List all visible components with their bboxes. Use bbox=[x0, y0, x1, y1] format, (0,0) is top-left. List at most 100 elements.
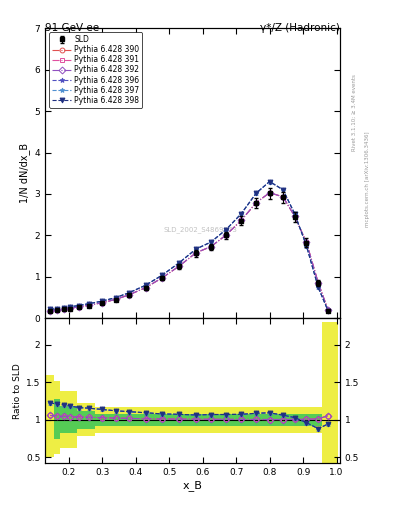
Pythia 6.428 391 bbox=[254, 200, 259, 206]
Pythia 6.428 391 bbox=[100, 300, 105, 306]
Pythia 6.428 392 bbox=[281, 194, 285, 200]
Pythia 6.428 392 bbox=[224, 232, 228, 238]
Pythia 6.428 392 bbox=[316, 280, 321, 286]
Pythia 6.428 391 bbox=[113, 296, 118, 303]
Pythia 6.428 390 bbox=[177, 263, 182, 269]
Pythia 6.428 397 bbox=[239, 211, 244, 217]
Pythia 6.428 398 bbox=[316, 284, 321, 290]
Pythia 6.428 392 bbox=[194, 250, 198, 256]
Pythia 6.428 398 bbox=[239, 211, 244, 217]
Pythia 6.428 396 bbox=[224, 226, 228, 232]
Pythia 6.428 397 bbox=[281, 187, 285, 193]
Line: Pythia 6.428 397: Pythia 6.428 397 bbox=[48, 179, 331, 314]
Pythia 6.428 398 bbox=[61, 305, 66, 311]
Pythia 6.428 392 bbox=[239, 218, 244, 224]
Pythia 6.428 390 bbox=[292, 214, 297, 220]
Pythia 6.428 398 bbox=[113, 294, 118, 301]
Pythia 6.428 390 bbox=[143, 285, 148, 291]
Pythia 6.428 391 bbox=[224, 232, 228, 238]
Pythia 6.428 398 bbox=[100, 298, 105, 304]
Pythia 6.428 396 bbox=[86, 301, 91, 307]
Pythia 6.428 398 bbox=[143, 282, 148, 288]
Pythia 6.428 390 bbox=[209, 244, 213, 250]
Pythia 6.428 392 bbox=[209, 244, 213, 250]
Text: SLD_2002_S4869273: SLD_2002_S4869273 bbox=[163, 226, 237, 233]
Pythia 6.428 397 bbox=[55, 306, 59, 312]
Pythia 6.428 391 bbox=[177, 263, 182, 269]
Pythia 6.428 396 bbox=[316, 284, 321, 290]
Pythia 6.428 397 bbox=[194, 246, 198, 252]
Pythia 6.428 396 bbox=[239, 211, 244, 217]
Pythia 6.428 396 bbox=[48, 306, 53, 312]
Pythia 6.428 397 bbox=[254, 190, 259, 196]
Pythia 6.428 396 bbox=[68, 304, 73, 310]
Pythia 6.428 396 bbox=[55, 306, 59, 312]
Pythia 6.428 390 bbox=[100, 300, 105, 306]
Pythia 6.428 397 bbox=[224, 226, 228, 232]
Pythia 6.428 397 bbox=[86, 301, 91, 307]
Pythia 6.428 396 bbox=[209, 239, 213, 245]
Pythia 6.428 398 bbox=[55, 306, 59, 312]
Pythia 6.428 391 bbox=[281, 194, 285, 200]
Pythia 6.428 392 bbox=[68, 305, 73, 311]
Line: Pythia 6.428 392: Pythia 6.428 392 bbox=[48, 190, 331, 313]
Pythia 6.428 390 bbox=[254, 200, 259, 206]
Pythia 6.428 398 bbox=[267, 179, 272, 185]
Pythia 6.428 398 bbox=[86, 301, 91, 307]
Pythia 6.428 390 bbox=[127, 292, 131, 298]
Pythia 6.428 391 bbox=[160, 274, 165, 281]
Pythia 6.428 392 bbox=[292, 214, 297, 220]
Pythia 6.428 391 bbox=[61, 306, 66, 312]
Pythia 6.428 391 bbox=[143, 285, 148, 291]
Pythia 6.428 390 bbox=[86, 302, 91, 308]
Pythia 6.428 391 bbox=[86, 302, 91, 308]
Pythia 6.428 392 bbox=[254, 200, 259, 206]
Pythia 6.428 396 bbox=[76, 303, 81, 309]
Pythia 6.428 398 bbox=[194, 246, 198, 252]
Line: Pythia 6.428 391: Pythia 6.428 391 bbox=[48, 190, 331, 313]
Pythia 6.428 392 bbox=[100, 300, 105, 306]
Text: Rivet 3.1.10; ≥ 3.4M events: Rivet 3.1.10; ≥ 3.4M events bbox=[352, 74, 357, 151]
Pythia 6.428 397 bbox=[160, 272, 165, 278]
Pythia 6.428 398 bbox=[254, 190, 259, 196]
Pythia 6.428 396 bbox=[267, 179, 272, 185]
Pythia 6.428 390 bbox=[316, 280, 321, 286]
Pythia 6.428 392 bbox=[326, 307, 331, 313]
Pythia 6.428 390 bbox=[281, 194, 285, 200]
Pythia 6.428 398 bbox=[209, 239, 213, 245]
Pythia 6.428 396 bbox=[160, 272, 165, 278]
Pythia 6.428 397 bbox=[143, 282, 148, 288]
Pythia 6.428 396 bbox=[292, 211, 297, 217]
Line: Pythia 6.428 390: Pythia 6.428 390 bbox=[48, 190, 331, 313]
Text: 91 GeV ee: 91 GeV ee bbox=[45, 23, 99, 33]
Pythia 6.428 392 bbox=[267, 189, 272, 196]
Pythia 6.428 392 bbox=[127, 292, 131, 298]
Pythia 6.428 398 bbox=[326, 308, 331, 314]
Y-axis label: Ratio to SLD: Ratio to SLD bbox=[13, 363, 22, 419]
Pythia 6.428 398 bbox=[127, 290, 131, 296]
Pythia 6.428 397 bbox=[127, 290, 131, 296]
Pythia 6.428 390 bbox=[194, 250, 198, 256]
Pythia 6.428 396 bbox=[61, 305, 66, 311]
Pythia 6.428 391 bbox=[68, 305, 73, 311]
Y-axis label: 1/N dN/dx_B: 1/N dN/dx_B bbox=[20, 143, 30, 203]
Pythia 6.428 391 bbox=[194, 250, 198, 256]
Pythia 6.428 397 bbox=[316, 284, 321, 290]
Pythia 6.428 397 bbox=[292, 211, 297, 217]
Pythia 6.428 397 bbox=[267, 179, 272, 185]
Pythia 6.428 398 bbox=[160, 272, 165, 278]
Pythia 6.428 392 bbox=[113, 296, 118, 303]
Pythia 6.428 390 bbox=[304, 240, 309, 246]
Pythia 6.428 391 bbox=[209, 244, 213, 250]
Pythia 6.428 396 bbox=[143, 282, 148, 288]
Pythia 6.428 398 bbox=[76, 303, 81, 309]
Text: mcplots.cern.ch [arXiv:1306.3436]: mcplots.cern.ch [arXiv:1306.3436] bbox=[365, 132, 371, 227]
Pythia 6.428 390 bbox=[55, 307, 59, 313]
Pythia 6.428 391 bbox=[304, 240, 309, 246]
Pythia 6.428 391 bbox=[316, 280, 321, 286]
Pythia 6.428 390 bbox=[267, 189, 272, 196]
Pythia 6.428 396 bbox=[254, 190, 259, 196]
Pythia 6.428 390 bbox=[113, 296, 118, 303]
Pythia 6.428 392 bbox=[160, 274, 165, 281]
Pythia 6.428 396 bbox=[304, 243, 309, 249]
